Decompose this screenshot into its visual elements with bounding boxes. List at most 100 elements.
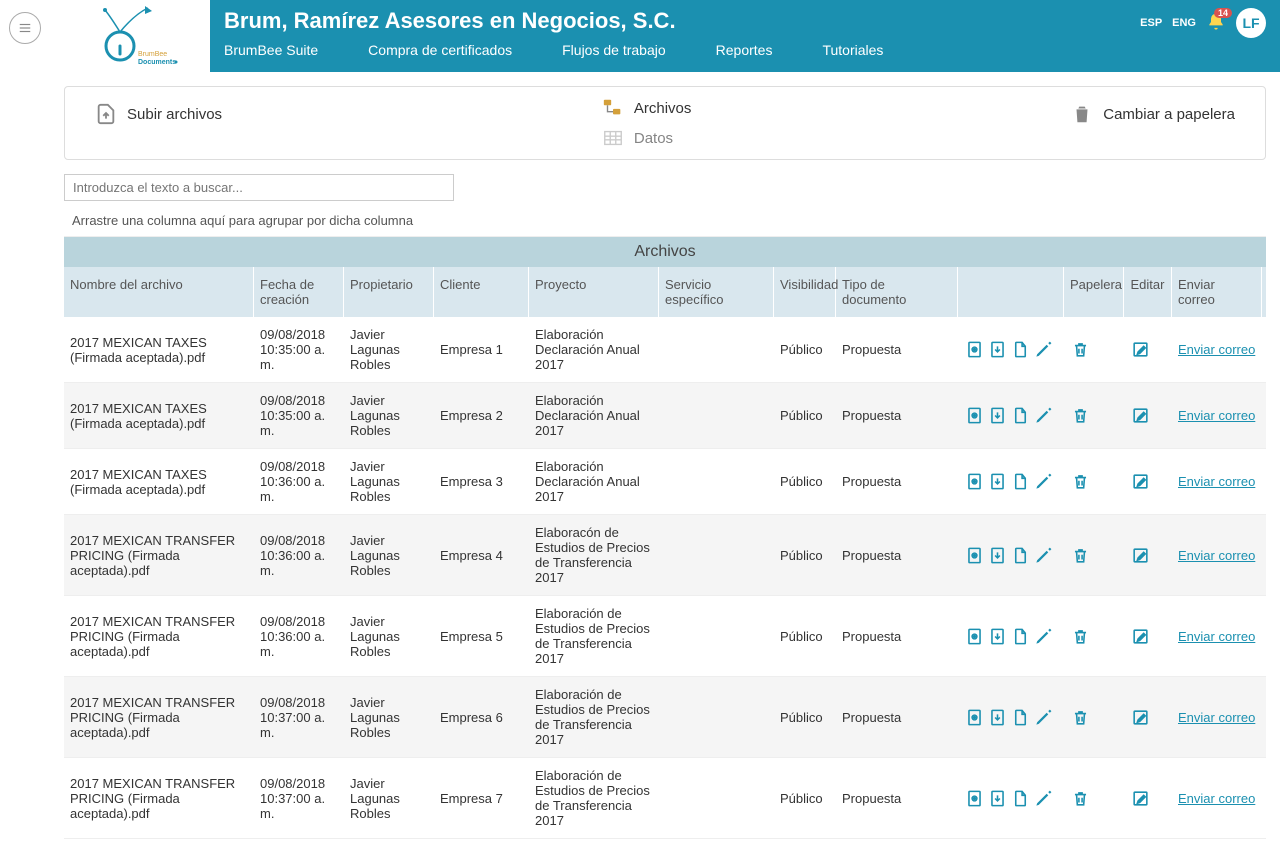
col-type[interactable]: Tipo de documento xyxy=(836,267,958,317)
document-button[interactable] xyxy=(1010,788,1031,809)
document-button[interactable] xyxy=(1010,405,1031,426)
cell-client: Empresa 3 xyxy=(434,464,529,499)
document-button[interactable] xyxy=(1010,626,1031,647)
delete-button[interactable] xyxy=(1070,405,1091,426)
download-button[interactable] xyxy=(987,788,1008,809)
download-button[interactable] xyxy=(987,339,1008,360)
edit-button[interactable] xyxy=(1130,471,1151,492)
send-mail-link[interactable]: Enviar correo xyxy=(1178,548,1255,563)
edit-button[interactable] xyxy=(1130,405,1151,426)
cell-project: Elaboracón de Estudios de Precios de Tra… xyxy=(529,515,659,595)
upload-files-button[interactable]: Subir archivos xyxy=(95,97,222,125)
sign-button[interactable] xyxy=(1033,707,1054,728)
delete-button[interactable] xyxy=(1070,471,1091,492)
send-mail-link[interactable]: Enviar correo xyxy=(1178,342,1255,357)
cell-visibility: Público xyxy=(774,538,836,573)
send-mail-link[interactable]: Enviar correo xyxy=(1178,710,1255,725)
download-button[interactable] xyxy=(987,707,1008,728)
edit-button[interactable] xyxy=(1130,707,1151,728)
cell-service xyxy=(659,340,774,360)
cell-date: 09/08/2018 10:36:00 a. m. xyxy=(254,604,344,669)
preview-button[interactable] xyxy=(964,707,985,728)
sign-button[interactable] xyxy=(1033,626,1054,647)
svg-text:BrumBee: BrumBee xyxy=(138,51,167,58)
send-mail-link[interactable]: Enviar correo xyxy=(1178,629,1255,644)
sign-button[interactable] xyxy=(1033,339,1054,360)
nav-brumbee-suite[interactable]: BrumBee Suite xyxy=(224,42,318,58)
datos-button[interactable]: Datos xyxy=(602,127,692,149)
cell-date: 09/08/2018 10:36:00 a. m. xyxy=(254,523,344,588)
lang-eng[interactable]: ENG xyxy=(1172,17,1196,29)
col-project[interactable]: Proyecto xyxy=(529,267,659,317)
col-vis[interactable]: Visibilidad xyxy=(774,267,836,317)
preview-button[interactable] xyxy=(964,626,985,647)
nav-compra-certificados[interactable]: Compra de certificados xyxy=(368,42,512,58)
col-client[interactable]: Cliente xyxy=(434,267,529,317)
col-owner[interactable]: Propietario xyxy=(344,267,434,317)
col-name[interactable]: Nombre del archivo xyxy=(64,267,254,317)
download-button[interactable] xyxy=(987,626,1008,647)
sign-button[interactable] xyxy=(1033,545,1054,566)
cell-project: Elaboración de Estudios de Precios de Tr… xyxy=(529,758,659,838)
document-button[interactable] xyxy=(1010,545,1031,566)
trash-icon xyxy=(1071,103,1093,125)
preview-button[interactable] xyxy=(964,545,985,566)
col-service[interactable]: Servicio específico xyxy=(659,267,774,317)
download-button[interactable] xyxy=(987,545,1008,566)
folder-tree-icon xyxy=(602,97,624,119)
cell-visibility: Público xyxy=(774,781,836,816)
edit-button[interactable] xyxy=(1130,339,1151,360)
cell-owner: Javier Lagunas Robles xyxy=(344,766,434,831)
document-button[interactable] xyxy=(1010,339,1031,360)
table-row: 2017 MEXICAN TRANSFER PRICING (Firmada a… xyxy=(64,677,1266,758)
edit-button[interactable] xyxy=(1130,788,1151,809)
download-button[interactable] xyxy=(987,405,1008,426)
preview-button[interactable] xyxy=(964,405,985,426)
cell-service xyxy=(659,545,774,565)
user-avatar[interactable]: LF xyxy=(1236,8,1266,38)
preview-button[interactable] xyxy=(964,339,985,360)
preview-button[interactable] xyxy=(964,471,985,492)
table-row: 2017 MEXICAN TAXES (Firmada aceptada).pd… xyxy=(64,449,1266,515)
delete-button[interactable] xyxy=(1070,626,1091,647)
hamburger-menu[interactable] xyxy=(9,12,41,44)
send-mail-link[interactable]: Enviar correo xyxy=(1178,474,1255,489)
sign-button[interactable] xyxy=(1033,788,1054,809)
nav-reportes[interactable]: Reportes xyxy=(716,42,773,58)
upload-icon xyxy=(95,103,117,125)
group-by-hint[interactable]: Arrastre una columna aquí para agrupar p… xyxy=(64,205,1266,237)
cell-visibility: Público xyxy=(774,332,836,367)
delete-button[interactable] xyxy=(1070,788,1091,809)
send-mail-link[interactable]: Enviar correo xyxy=(1178,791,1255,806)
lang-esp[interactable]: ESP xyxy=(1140,17,1162,29)
col-edit[interactable]: Editar xyxy=(1124,267,1172,317)
nav-tutoriales[interactable]: Tutoriales xyxy=(822,42,883,58)
cell-type: Propuesta xyxy=(836,538,958,573)
delete-button[interactable] xyxy=(1070,545,1091,566)
cell-date: 09/08/2018 10:36:00 a. m. xyxy=(254,449,344,514)
send-mail-link[interactable]: Enviar correo xyxy=(1178,408,1255,423)
trash-toggle-button[interactable]: Cambiar a papelera xyxy=(1071,97,1235,125)
sign-button[interactable] xyxy=(1033,471,1054,492)
document-button[interactable] xyxy=(1010,471,1031,492)
download-button[interactable] xyxy=(987,471,1008,492)
search-input[interactable] xyxy=(64,174,454,201)
delete-button[interactable] xyxy=(1070,339,1091,360)
edit-button[interactable] xyxy=(1130,626,1151,647)
preview-button[interactable] xyxy=(964,788,985,809)
col-mail[interactable]: Enviar correo xyxy=(1172,267,1262,317)
notifications-button[interactable]: 14 xyxy=(1206,12,1226,35)
sign-button[interactable] xyxy=(1033,405,1054,426)
col-date[interactable]: Fecha de creación xyxy=(254,267,344,317)
cell-client: Empresa 7 xyxy=(434,781,529,816)
cell-type: Propuesta xyxy=(836,700,958,735)
document-button[interactable] xyxy=(1010,707,1031,728)
cell-owner: Javier Lagunas Robles xyxy=(344,604,434,669)
cell-project: Elaboración de Estudios de Precios de Tr… xyxy=(529,677,659,757)
delete-button[interactable] xyxy=(1070,707,1091,728)
nav-flujos-trabajo[interactable]: Flujos de trabajo xyxy=(562,42,666,58)
table-row: 2017 MEXICAN TAXES (Firmada aceptada).pd… xyxy=(64,317,1266,383)
edit-button[interactable] xyxy=(1130,545,1151,566)
archivos-button[interactable]: Archivos xyxy=(602,97,692,119)
col-trash[interactable]: Papelera xyxy=(1064,267,1124,317)
